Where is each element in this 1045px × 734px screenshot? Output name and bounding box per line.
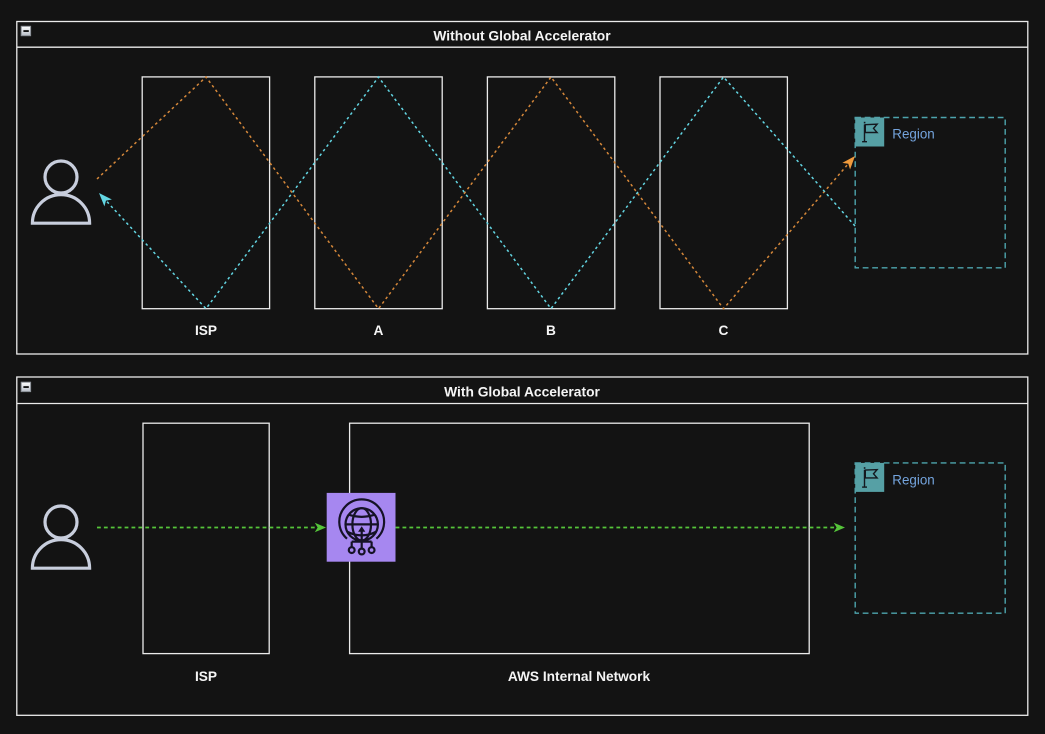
svg-text:ISP: ISP [195, 669, 217, 684]
svg-text:Without Global Accelerator: Without Global Accelerator [433, 28, 611, 43]
svg-text:Region: Region [892, 472, 934, 487]
svg-text:With Global Accelerator: With Global Accelerator [444, 385, 600, 400]
svg-text:C: C [719, 323, 729, 338]
svg-text:B: B [546, 323, 556, 338]
svg-text:ISP: ISP [195, 323, 217, 338]
svg-text:AWS Internal Network: AWS Internal Network [508, 669, 651, 684]
svg-text:A: A [374, 323, 384, 338]
svg-text:Region: Region [892, 127, 934, 142]
